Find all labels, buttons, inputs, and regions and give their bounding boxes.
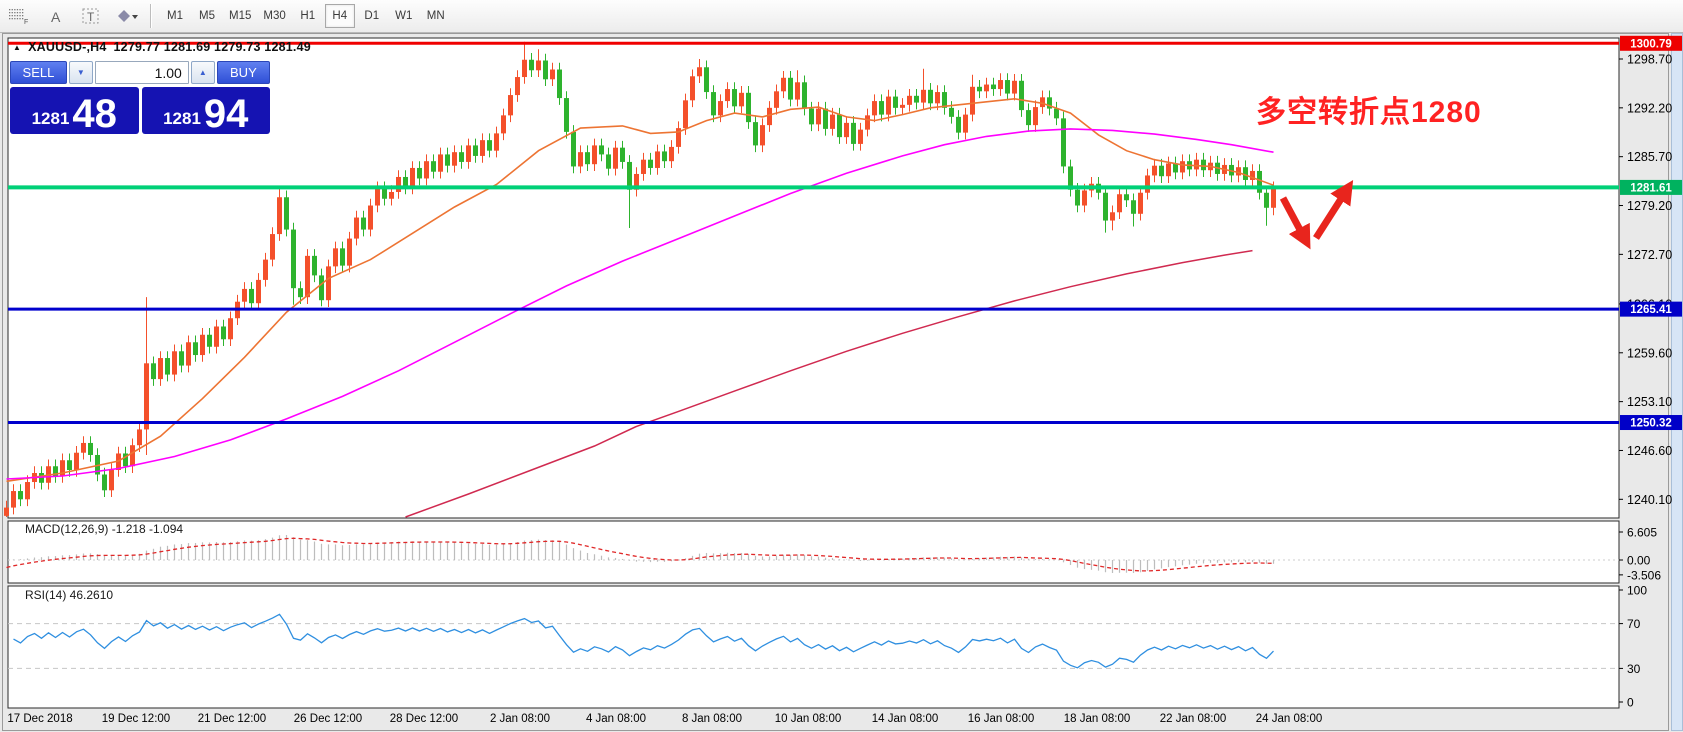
buy-button[interactable]: BUY <box>216 61 270 84</box>
time-axis: 17 Dec 2018 19 Dec 12:00 21 Dec 12:00 26 De… <box>7 713 1322 725</box>
collapse-arrow-icon[interactable]: ▲ <box>13 43 22 52</box>
svg-text:-3.506: -3.506 <box>1627 568 1661 582</box>
svg-text:30: 30 <box>1627 662 1641 676</box>
svg-text:1272.70: 1272.70 <box>1627 248 1672 262</box>
svg-text:1292.20: 1292.20 <box>1627 101 1672 115</box>
text-icon[interactable]: A <box>42 4 70 28</box>
tf-button-M30[interactable]: M30 <box>258 4 290 28</box>
svg-text:F: F <box>24 19 28 25</box>
trend-arrow <box>1279 196 1311 250</box>
svg-text:4 Jan 08:00: 4 Jan 08:00 <box>586 713 646 725</box>
svg-text:1240.10: 1240.10 <box>1627 493 1672 507</box>
svg-text:70: 70 <box>1627 617 1641 631</box>
svg-text:2 Jan 08:00: 2 Jan 08:00 <box>490 713 550 725</box>
svg-text:6.605: 6.605 <box>1627 525 1657 539</box>
buy-price-big: 94 <box>203 92 249 136</box>
svg-text:22 Jan 08:00: 22 Jan 08:00 <box>1160 713 1227 725</box>
volume-input[interactable] <box>94 61 189 84</box>
shapes-icon[interactable] <box>114 4 142 28</box>
label-icon: T <box>82 8 99 24</box>
svg-text:T: T <box>87 10 95 24</box>
ma-layer <box>6 97 1274 518</box>
tf-button-M15[interactable]: M15 <box>224 4 256 28</box>
sell-price-big: 48 <box>72 92 117 136</box>
svg-text:17 Dec 2018: 17 Dec 2018 <box>7 713 72 725</box>
svg-text:1300.79: 1300.79 <box>1630 38 1672 50</box>
volume-decrease-button[interactable]: ▼ <box>68 61 93 84</box>
svg-text:26 Dec 12:00: 26 Dec 12:00 <box>294 713 362 725</box>
sell-price-box[interactable]: 1281 48 <box>10 87 139 134</box>
ma-slow-line <box>405 249 1253 518</box>
grid-f-icon[interactable]: F <box>6 4 34 28</box>
tf-button-H4[interactable]: H4 <box>324 4 355 28</box>
ma-fast-line <box>6 97 1274 483</box>
shapes-icon <box>118 10 138 22</box>
svg-text:0: 0 <box>1627 696 1634 710</box>
sell-button[interactable]: SELL <box>10 61 67 84</box>
svg-text:1250.32: 1250.32 <box>1630 418 1672 430</box>
symbol-title: XAUUSD-,H4 <box>28 40 107 54</box>
tf-button-W1[interactable]: W1 <box>389 4 419 28</box>
svg-text:28 Dec 12:00: 28 Dec 12:00 <box>390 713 458 725</box>
toolbar-separator <box>150 4 152 28</box>
svg-text:10 Jan 08:00: 10 Jan 08:00 <box>775 713 842 725</box>
svg-text:1279.20: 1279.20 <box>1627 199 1672 213</box>
timeframe-group: M1 M5 M15 M30 H1 H4 D1 W1 MN <box>160 4 451 28</box>
svg-text:100: 100 <box>1627 584 1647 598</box>
svg-text:1281.61: 1281.61 <box>1630 182 1672 194</box>
trend-arrow <box>1313 179 1354 240</box>
svg-text:1298.70: 1298.70 <box>1627 53 1672 67</box>
svg-text:1265.41: 1265.41 <box>1630 304 1672 316</box>
label-icon[interactable]: T <box>78 4 106 28</box>
grid-f-icon: F <box>9 9 28 25</box>
rsi-label: RSI(14) 46.2610 <box>25 588 114 602</box>
svg-text:A: A <box>51 9 61 25</box>
macd-label: MACD(12,26,9) -1.218 -1.094 <box>25 522 184 536</box>
tf-button-M1[interactable]: M1 <box>160 4 190 28</box>
svg-text:1285.70: 1285.70 <box>1627 150 1672 164</box>
toolbar: F A T M1 M5 M15 M30 H1 H4 D1 W1 MN <box>0 0 1683 33</box>
macd-layer <box>6 534 1619 574</box>
svg-text:21 Dec 12:00: 21 Dec 12:00 <box>198 713 266 725</box>
tf-button-M5[interactable]: M5 <box>192 4 222 28</box>
svg-text:1246.60: 1246.60 <box>1627 444 1672 458</box>
svg-text:0.00: 0.00 <box>1627 554 1651 568</box>
arrow-annotations <box>1279 179 1354 250</box>
buy-price-small: 1281 <box>163 109 201 128</box>
volume-increase-button[interactable]: ▲ <box>190 61 215 84</box>
svg-text:8 Jan 08:00: 8 Jan 08:00 <box>682 713 742 725</box>
rsi-layer <box>8 613 1619 669</box>
svg-text:19 Dec 12:00: 19 Dec 12:00 <box>102 713 170 725</box>
price-axis: 1298.701292.201285.701279.201272.701266.… <box>1619 35 1682 710</box>
chart-title-row: ▲ XAUUSD-,H4 1279.77 1281.69 1279.73 128… <box>13 40 311 54</box>
tf-button-H1[interactable]: H1 <box>293 4 323 28</box>
tf-button-MN[interactable]: MN <box>421 4 451 28</box>
svg-text:1253.10: 1253.10 <box>1627 395 1672 409</box>
text-icon: A <box>51 9 61 25</box>
ohlc-values: 1279.77 1281.69 1279.73 1281.49 <box>113 40 311 54</box>
svg-text:18 Jan 08:00: 18 Jan 08:00 <box>1064 713 1131 725</box>
sell-price-small: 1281 <box>31 109 70 128</box>
tf-button-D1[interactable]: D1 <box>357 4 387 28</box>
annotation-text[interactable]: 多空转折点1280 <box>1256 96 1482 129</box>
svg-text:1259.60: 1259.60 <box>1627 346 1672 360</box>
svg-text:16 Jan 08:00: 16 Jan 08:00 <box>968 713 1035 725</box>
one-click-trading-panel: SELL ▼ ▲ BUY 1281 48 1281 94 <box>10 61 270 134</box>
ma-mid-line <box>6 128 1274 480</box>
buy-price-box[interactable]: 1281 94 <box>141 87 270 136</box>
svg-text:24 Jan 08:00: 24 Jan 08:00 <box>1256 713 1323 725</box>
svg-text:14 Jan 08:00: 14 Jan 08:00 <box>872 713 939 725</box>
